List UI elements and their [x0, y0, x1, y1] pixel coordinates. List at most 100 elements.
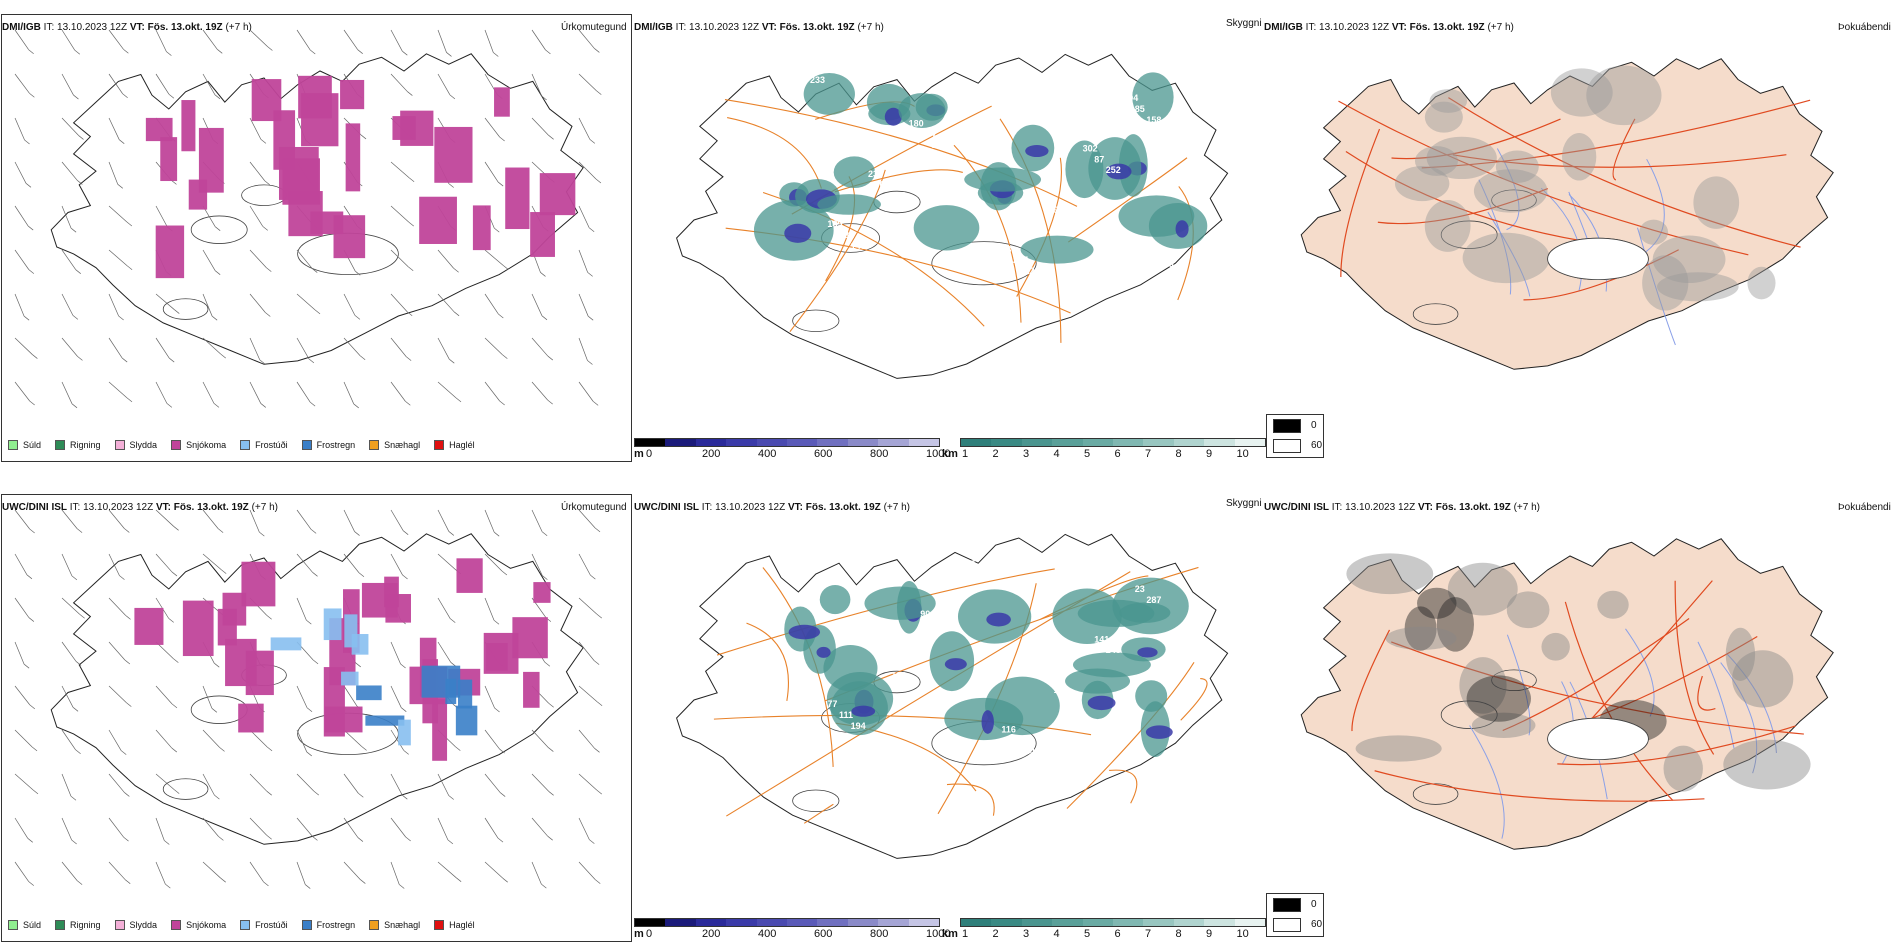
snow-area [324, 706, 363, 733]
wind-barb [343, 381, 355, 405]
glacier [1547, 237, 1649, 280]
road [1697, 675, 1716, 711]
wind-barb [155, 817, 165, 841]
wind-barb [249, 381, 262, 404]
freezing-precip-area [356, 685, 382, 701]
wind-barb [14, 161, 27, 184]
snow-area [456, 558, 483, 593]
wind-barb-flag [214, 794, 220, 800]
fog-key: 0 60 [1266, 893, 1324, 937]
wind-barb [249, 249, 267, 268]
wind-barb-flag [405, 400, 411, 406]
wind-barb-flag [219, 747, 225, 752]
wind-barb-flag [125, 879, 131, 884]
low-visibility-area [898, 93, 946, 129]
wind-barb-flag [259, 531, 265, 537]
fog-key-bottom-label: 60 [1311, 919, 1323, 930]
wind-barb-flag [548, 135, 554, 140]
snow-area [310, 211, 344, 235]
wind-barb-flag [28, 269, 35, 274]
it-value: 13.10.2023 12Z [715, 502, 786, 513]
legend-swatch [434, 440, 445, 450]
km-tick: 1 [962, 448, 969, 460]
wind-barb-flag [547, 399, 553, 405]
snow-area [238, 703, 264, 733]
visibility-value-label: 116 [1001, 724, 1016, 734]
wind-barb-flag [74, 50, 81, 55]
wind-barb-flag [124, 659, 131, 665]
wind-barb [202, 729, 220, 748]
wind-barb-flag [587, 272, 593, 277]
legend-item: Haglél [434, 920, 475, 930]
wind-barb [578, 685, 598, 703]
fog-key-bottom-label: 60 [1311, 440, 1323, 451]
wind-barb [108, 337, 123, 359]
very-low-visibility-area [1106, 163, 1132, 180]
lead-time: (+7 h) [883, 502, 910, 513]
wind-barb [578, 553, 591, 576]
visibility-value-label: 20 [949, 284, 959, 294]
road [1338, 100, 1749, 256]
wind-barb-flag [589, 839, 595, 844]
glacier-outline [1440, 220, 1498, 249]
wind-barb-flag [405, 356, 412, 361]
wind-barb-flag [260, 139, 267, 144]
road [1612, 118, 1636, 181]
legend-label: Frostúði [255, 920, 288, 930]
wind-barb-flag [28, 617, 35, 622]
meter-colorbar [634, 438, 940, 447]
wind-barb-flag [263, 881, 269, 887]
visibility-value-label: 158 [1146, 115, 1161, 125]
very-low-visibility-area [816, 646, 831, 658]
colorbar-bin [635, 919, 666, 926]
colorbar-bin [908, 919, 940, 926]
road [1351, 629, 1391, 732]
meter-tick: 0 [646, 928, 653, 940]
river [1640, 158, 1665, 256]
visibility-value-label: 350 [972, 90, 987, 100]
colorbar-bin [1113, 919, 1144, 926]
wind-barb [108, 249, 128, 266]
snow-area [155, 225, 185, 279]
wind-barb-flag [220, 877, 226, 883]
fog-area [1652, 235, 1726, 284]
wind-barb-flag [503, 265, 509, 270]
wind-barb [61, 685, 74, 708]
wind-barb-flag [309, 401, 316, 407]
river [1637, 227, 1676, 346]
wind-barb [484, 729, 500, 750]
river [1469, 725, 1505, 839]
road [1564, 601, 1674, 801]
fog-key-white [1273, 439, 1301, 453]
wind-barb [108, 161, 119, 185]
wind-barb-flag [220, 353, 226, 359]
wind-barb [296, 685, 308, 708]
lead-time: (+7 h) [857, 22, 884, 33]
coastline [50, 533, 584, 845]
wind-barb [390, 381, 406, 402]
snow-area [530, 212, 555, 257]
legend-label: Slydda [129, 920, 158, 930]
road [1374, 770, 1705, 802]
wind-barb [108, 117, 120, 140]
freezing-precip-area [455, 705, 478, 736]
colorbar-bin [847, 439, 879, 446]
road [1377, 188, 1548, 225]
wind-barb-flag [499, 748, 505, 754]
wind-barb [437, 249, 454, 269]
colorbar-bin [1021, 919, 1053, 926]
wind-barb [61, 509, 78, 529]
legend-item: Súld [8, 920, 41, 930]
wind-barb [578, 249, 588, 273]
visibility-value-label: 102 [1025, 746, 1040, 756]
wind-barb [531, 381, 548, 401]
vt-value: Fös. 13.okt. 19Z [779, 22, 855, 33]
wind-barb [484, 773, 501, 793]
wind-barb [202, 685, 213, 709]
snow-area [241, 561, 276, 607]
road [1345, 150, 1605, 245]
wind-barb [249, 861, 264, 883]
wind-barb-flag [312, 572, 318, 577]
low-visibility-area [833, 156, 876, 189]
wind-barb [108, 73, 123, 94]
